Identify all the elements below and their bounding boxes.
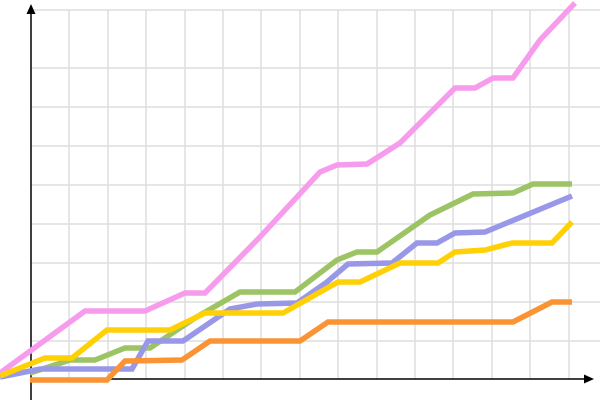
axes-group bbox=[26, 4, 594, 400]
series-purple-line bbox=[0, 193, 574, 380]
gridlines-group bbox=[31, 9, 600, 379]
series-yellow-line bbox=[0, 220, 574, 379]
series-group bbox=[0, 1, 577, 383]
x-axis-arrow-icon bbox=[584, 374, 594, 384]
series-orange-line bbox=[30, 299, 572, 383]
series-pink-line bbox=[0, 1, 577, 376]
y-axis-arrow-icon bbox=[26, 4, 36, 14]
series-green-line bbox=[29, 181, 572, 376]
